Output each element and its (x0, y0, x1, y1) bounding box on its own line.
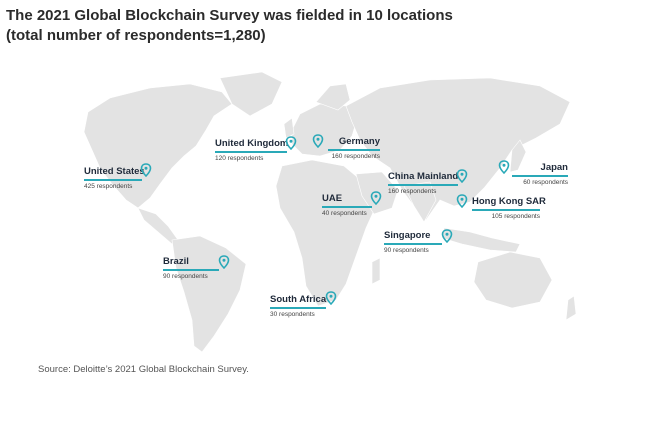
underline (215, 151, 287, 153)
central-america-landmass (137, 207, 179, 245)
japan-landmass (509, 139, 527, 173)
title-line-2: (total number of respondents=1,280) (6, 27, 266, 44)
location-name: UAE (322, 193, 343, 204)
location-germany: Germany 160 respondents (328, 136, 380, 161)
north-america-landmass (83, 83, 233, 209)
underline (388, 184, 458, 186)
new-zealand-landmass (565, 295, 577, 321)
location-name: China Mainland (388, 171, 459, 182)
location-japan: Japan 60 respondents (512, 162, 568, 187)
location-hong-kong-sar: Hong Kong SAR 105 respondents (472, 196, 546, 221)
location-united-kingdom: United Kingdom 120 respondents (215, 138, 289, 163)
greenland-landmass (219, 71, 283, 117)
location-name: South Africa (270, 294, 327, 305)
respondent-count: 90 respondents (163, 272, 208, 280)
indonesia-landmass (441, 227, 521, 253)
location-uae: UAE 40 respondents (322, 193, 372, 218)
respondent-count: 40 respondents (322, 209, 367, 217)
europe-landmass (291, 103, 359, 157)
location-name: Germany (338, 136, 380, 147)
respondent-count: 90 respondents (384, 246, 429, 254)
location-brazil: Brazil 90 respondents (163, 256, 219, 281)
location-pin-icon[interactable] (456, 194, 468, 208)
uk-landmass (283, 117, 295, 139)
source-note: Source: Deloitte’s 2021 Global Blockchai… (38, 364, 249, 375)
scandinavia-landmass (315, 83, 351, 111)
location-pin-icon[interactable] (498, 160, 510, 174)
underline (328, 149, 380, 151)
location-name: Brazil (163, 256, 189, 267)
location-pin-icon[interactable] (370, 191, 382, 205)
respondent-count: 105 respondents (491, 212, 540, 220)
location-name: Singapore (384, 230, 431, 241)
underline (322, 206, 372, 208)
arabia-landmass (355, 171, 399, 215)
underline (512, 175, 568, 177)
location-united-states: United States 425 respondents (84, 166, 145, 191)
location-singapore: Singapore 90 respondents (384, 230, 442, 255)
location-pin-icon[interactable] (312, 134, 324, 148)
location-pin-icon[interactable] (456, 169, 468, 183)
australia-landmass (473, 251, 553, 309)
location-china-mainland: China Mainland 160 respondents (388, 171, 458, 196)
respondent-count: 60 respondents (523, 178, 568, 186)
india-landmass (403, 181, 437, 223)
respondent-count: 425 respondents (84, 182, 133, 190)
location-name: Hong Kong SAR (472, 196, 546, 207)
map-title: The 2021 Global Blockchain Survey was fi… (6, 6, 626, 46)
underline (163, 269, 219, 271)
location-pin-icon[interactable] (325, 291, 337, 305)
underline (472, 209, 540, 211)
location-name: United States (84, 166, 145, 177)
madagascar-landmass (371, 257, 381, 285)
underline (270, 307, 326, 309)
location-south-africa: South Africa 30 respondents (270, 294, 326, 319)
location-pin-icon[interactable] (218, 255, 230, 269)
location-name: Japan (540, 162, 568, 173)
location-name: United Kingdom (215, 138, 289, 149)
africa-landmass (275, 159, 377, 307)
location-pin-icon[interactable] (285, 136, 297, 150)
respondent-count: 160 respondents (331, 152, 380, 160)
respondent-count: 30 respondents (270, 310, 315, 318)
underline (384, 243, 442, 245)
respondent-count: 160 respondents (388, 187, 437, 195)
underline (84, 179, 142, 181)
location-pin-icon[interactable] (441, 229, 453, 243)
title-line-1: The 2021 Global Blockchain Survey was fi… (6, 7, 453, 24)
location-pin-icon[interactable] (140, 163, 152, 177)
south-america-landmass (171, 235, 247, 353)
respondent-count: 120 respondents (215, 154, 264, 162)
